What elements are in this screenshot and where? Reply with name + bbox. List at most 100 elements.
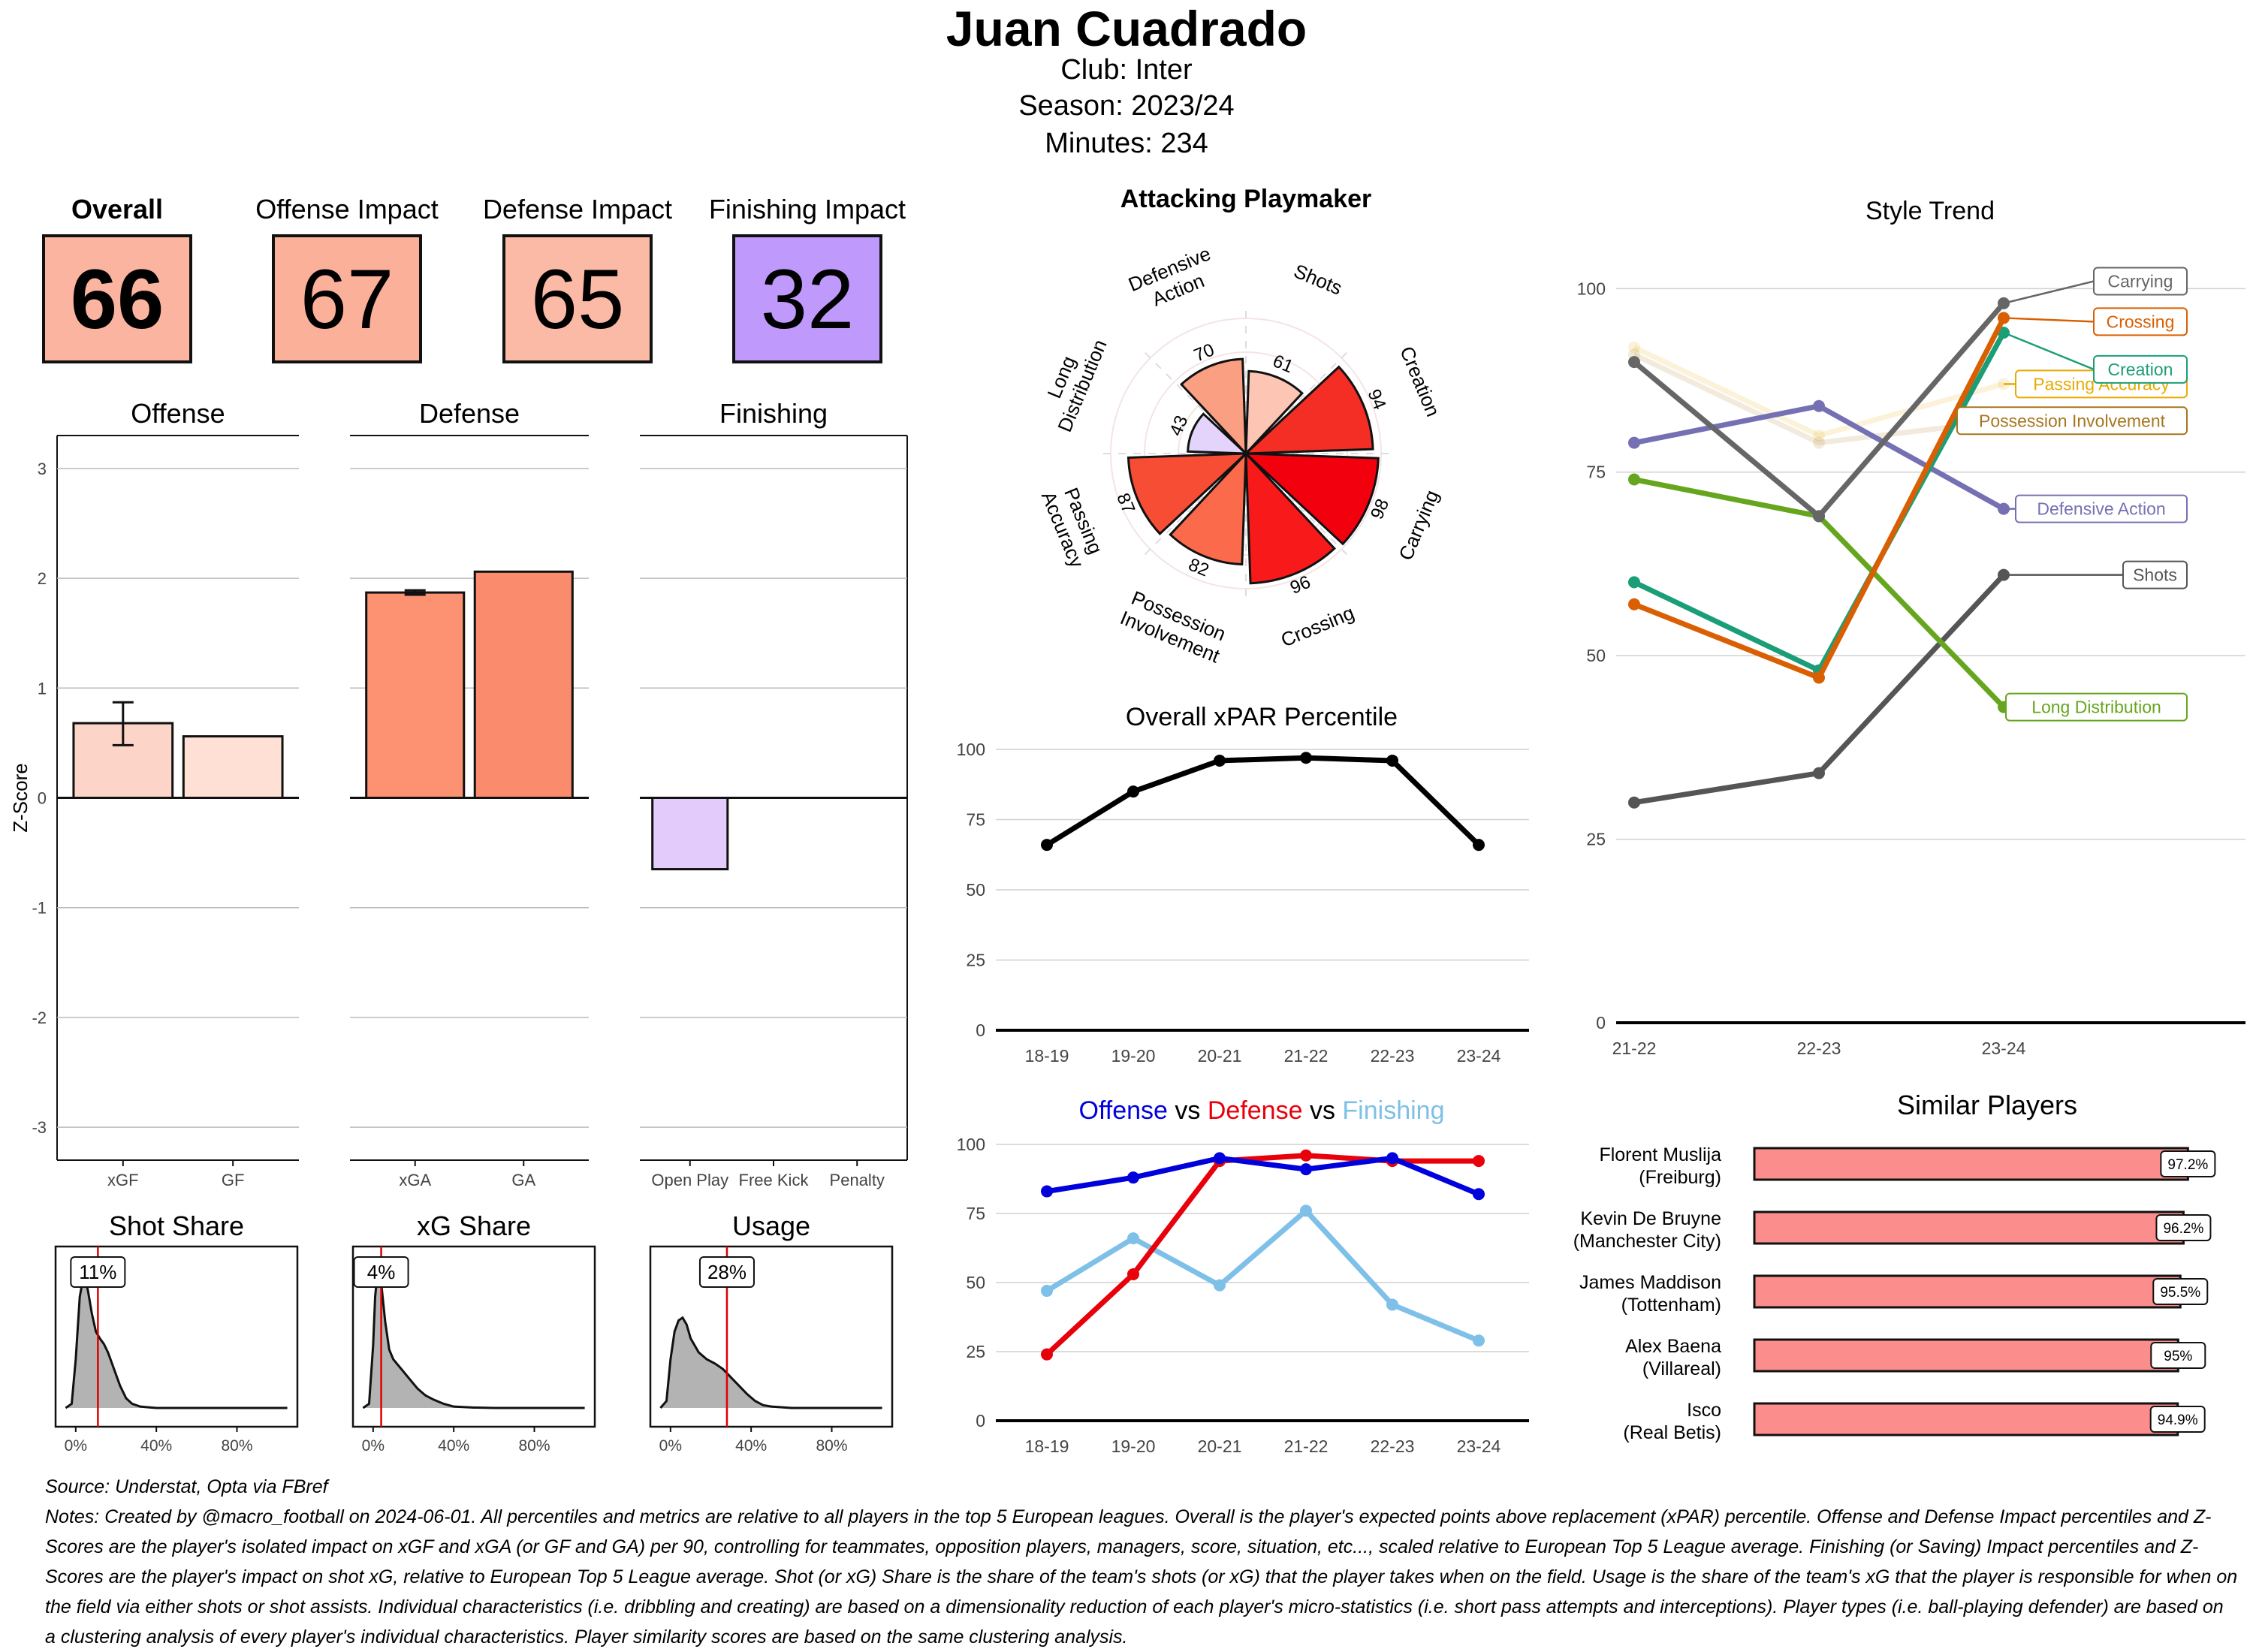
y-tick-label: 100 [957, 1135, 985, 1154]
polar-category-label-line: Creation [1395, 343, 1444, 420]
x-tick-label: xGF [107, 1171, 139, 1189]
data-point [1473, 1188, 1485, 1201]
y-tick-label: 75 [966, 810, 985, 830]
data-point [1628, 576, 1640, 589]
score-label: Offense Impact [255, 194, 439, 225]
y-tick-label: 25 [1586, 830, 1606, 849]
score-card-defense-impact: Defense Impact 65 [465, 194, 690, 363]
y-tick-label: -1 [32, 899, 47, 918]
similarity-label: 94.9% [2158, 1412, 2198, 1428]
data-point [1041, 1185, 1053, 1198]
similarity-label-box [2155, 1214, 2212, 1241]
data-point [1041, 1348, 1053, 1361]
data-point [1127, 1268, 1139, 1280]
series-label: Long Distribution [2031, 698, 2161, 717]
bar-xga [365, 591, 466, 799]
score-label: Defense Impact [482, 194, 673, 225]
data-point [1628, 796, 1640, 809]
similar-player-club: (Real Betis) [1623, 1422, 1721, 1443]
series-label-box [2005, 692, 2188, 722]
score-card-overall: Overall 66 [5, 194, 230, 363]
polar-grid-spoke [1245, 453, 1353, 561]
similar-player-club: (Villareal) [1642, 1358, 1721, 1379]
similar-player-club: (Tottenham) [1621, 1295, 1721, 1316]
polar-wedge-passing-accuracy [1126, 452, 1249, 535]
similar-player-club: (Freiburg) [1639, 1167, 1721, 1188]
x-tick-label: 40% [140, 1437, 172, 1455]
x-tick-label: 23-24 [1457, 1046, 1501, 1066]
x-tick-label: 22-23 [1371, 1046, 1415, 1066]
density-title: Usage [732, 1210, 810, 1241]
y-tick-label: 100 [957, 740, 985, 759]
similarity-label-box [2149, 1406, 2206, 1433]
score-value-box: 67 [272, 234, 422, 363]
data-point [1214, 1279, 1226, 1292]
polar-wedge-long-distribution [1187, 412, 1249, 455]
polar-value-label: 43 [1166, 413, 1192, 439]
bar-ga [473, 570, 574, 799]
y-tick-label: -2 [32, 1008, 47, 1027]
similarity-label: 95% [2164, 1349, 2192, 1364]
x-tick-label: GA [511, 1171, 535, 1189]
density-title: Shot Share [109, 1210, 244, 1241]
series-label-box [1956, 406, 2188, 436]
polar-category-label: Creation [1395, 343, 1444, 420]
x-tick-label: 80% [816, 1437, 847, 1455]
data-point [1473, 839, 1485, 852]
label-leader-line [2003, 280, 2095, 305]
x-tick-label: 23-24 [1457, 1436, 1501, 1456]
y-tick-label: 1 [38, 679, 47, 698]
x-tick-label: 40% [438, 1437, 469, 1455]
y-tick-label: 25 [966, 1342, 985, 1361]
data-point [1813, 399, 1825, 412]
x-tick-label: 20-21 [1198, 1046, 1242, 1066]
marker-label: 28% [707, 1261, 746, 1283]
data-point [1813, 429, 1825, 442]
x-tick-label: Free Kick [739, 1171, 810, 1189]
data-point [1628, 341, 1640, 354]
polar-category-label: Crossing [1277, 601, 1357, 652]
data-point [1386, 1298, 1398, 1311]
series-line-xpar [1045, 755, 1481, 848]
data-point [1300, 1163, 1312, 1176]
similar-player-name: James Maddison [1579, 1272, 1721, 1293]
data-point [1300, 752, 1312, 764]
x-tick-label: 18-19 [1025, 1436, 1069, 1456]
chart-title: Similar Players [1897, 1090, 2077, 1120]
similarity-bar [1753, 1274, 2182, 1309]
polar-value-label: 94 [1363, 386, 1389, 412]
score-value-box: 65 [502, 234, 653, 363]
series-label: Carrying [2108, 272, 2173, 291]
y-tick-label: 100 [1577, 279, 1606, 298]
data-point [1473, 1334, 1485, 1347]
y-tick-label: 75 [1586, 463, 1606, 482]
data-point [1813, 436, 1825, 449]
marker-label-box [353, 1256, 409, 1288]
x-tick-label: xGA [399, 1171, 431, 1189]
density-area [660, 1317, 882, 1408]
data-point [1041, 839, 1053, 852]
series-label-box [2015, 494, 2188, 523]
y-tick-label: 25 [966, 951, 985, 970]
chart-title: Style Trend [1865, 197, 1995, 225]
polar-grid-circle [1144, 351, 1348, 556]
similar-player-club: (Manchester City) [1573, 1231, 1721, 1252]
x-tick-label: GF [222, 1171, 245, 1189]
facet-title: Offense [131, 398, 225, 429]
source-note: Source: Understat, Opta via FBref [45, 1476, 328, 1497]
polar-grid-spoke [1245, 346, 1353, 454]
data-point [1127, 1171, 1139, 1184]
data-point [1214, 754, 1226, 767]
data-point [1473, 1155, 1485, 1168]
x-tick-label: 19-20 [1111, 1436, 1156, 1456]
similarity-bar [1753, 1338, 2179, 1373]
series-line-offense [1046, 1155, 1480, 1197]
label-leader-line [2003, 331, 2095, 371]
polar-value-label: 70 [1191, 339, 1217, 366]
bar-gf [182, 735, 284, 799]
series-line-defense [1045, 1153, 1479, 1357]
series-label-box [2093, 307, 2188, 336]
polar-category-label: PossessionInvolvement [1117, 586, 1232, 668]
